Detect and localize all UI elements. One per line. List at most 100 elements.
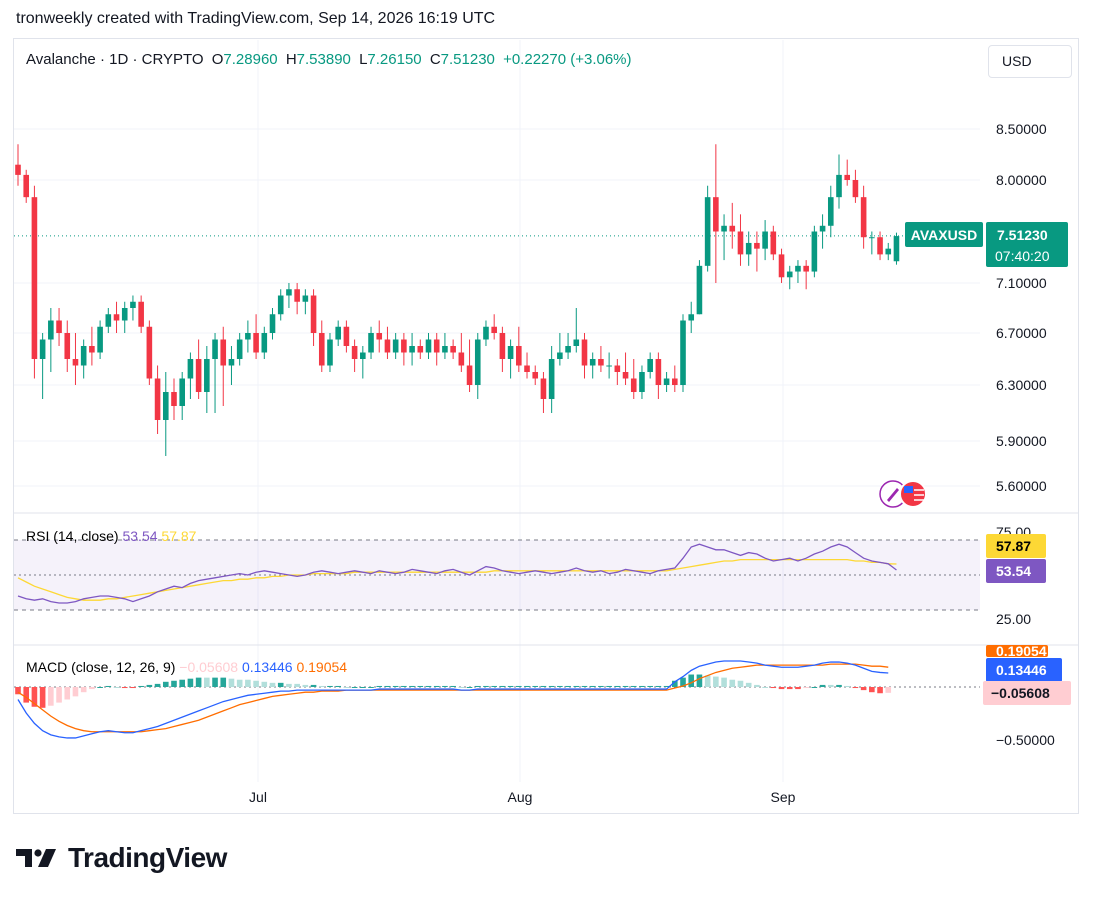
rocket-icon-glyph [887, 488, 899, 502]
macd-histogram-bar [204, 677, 210, 687]
candle-body [729, 225, 736, 232]
macd-histogram-bar [286, 683, 292, 687]
macd-histogram-bar [450, 685, 456, 687]
candle-body [72, 359, 79, 366]
candle-body [236, 339, 243, 359]
candle-body [130, 301, 136, 308]
candle-body [819, 225, 826, 232]
candle-body [606, 365, 612, 367]
price-tick-label: 7.10000 [996, 275, 1047, 291]
close-label: C [429, 51, 441, 68]
symbol-legend: Avalanche · 1D · CRYPTO O7.28960 H7.5389… [26, 51, 636, 68]
candle-body [310, 295, 317, 333]
candle-body [466, 365, 473, 385]
candle-body [277, 295, 284, 315]
macd-histogram-bar [195, 677, 202, 687]
macd-histogram-bar [392, 685, 399, 687]
rsi-tick-label: 25.00 [996, 611, 1031, 627]
macd-histogram-bar [417, 685, 424, 687]
candle-body [762, 231, 768, 249]
candle-body [836, 174, 842, 198]
candle-body [360, 352, 366, 359]
macd-histogram-bar [532, 685, 539, 687]
macd-histogram-bar [31, 687, 38, 707]
macd-histogram-bar [630, 685, 637, 687]
us-flag-icon [899, 480, 927, 508]
tradingview-logo[interactable]: TradingView [16, 842, 227, 874]
candle-body [704, 197, 711, 266]
macd-histogram-bar [162, 681, 169, 687]
candle-body [401, 339, 407, 353]
macd-histogram-bar [581, 685, 588, 687]
candle-body [105, 314, 112, 327]
candle-body [548, 359, 555, 399]
price-tag-countdown: 07:40:20 [995, 248, 1050, 264]
macd-histogram-bar [696, 674, 703, 687]
candle-body [80, 346, 87, 366]
macd-histogram-bar [277, 682, 284, 687]
candle-body [877, 237, 883, 255]
macd-histogram-bar [614, 685, 621, 687]
candle-body [64, 333, 71, 359]
symbol-name[interactable]: Avalanche · 1D · CRYPTO [26, 51, 204, 68]
macd-tag-value: 0.13446 [996, 662, 1047, 678]
macd-histogram-bar [548, 685, 555, 687]
chart-credit: tronweekly created with TradingView.com,… [16, 10, 496, 27]
macd-histogram-bar [23, 687, 30, 703]
macd-histogram-bar [836, 684, 842, 687]
low-label: L [359, 51, 368, 68]
candle-body [860, 197, 867, 238]
macd-histogram-bar [384, 685, 391, 687]
high-label: H [285, 51, 297, 68]
candle-body [778, 254, 785, 278]
candle-body [524, 365, 530, 372]
candle-body [23, 174, 30, 198]
candle-body [737, 231, 744, 255]
macd-histogram-bar [795, 687, 801, 690]
macd-histogram-bar [39, 687, 46, 708]
candle-body [491, 326, 497, 333]
candle-body [540, 378, 547, 399]
candle-body [245, 333, 251, 340]
candle-body [327, 339, 333, 366]
macd-histogram-bar [113, 687, 120, 688]
candle-body [770, 231, 777, 255]
macd-histogram-bar [811, 687, 818, 688]
macd-histogram-bar [335, 685, 341, 687]
macd-histogram-bar [844, 685, 851, 687]
macd-histogram-bar [48, 687, 54, 706]
macd-histogram-bar [474, 685, 481, 687]
macd-histogram-bar [869, 687, 875, 693]
macd-histogram-bar [368, 687, 374, 688]
candle-body [532, 372, 539, 379]
macd-histogram-bar [425, 685, 432, 687]
price-tick-label: 8.00000 [996, 172, 1047, 188]
candle-body [614, 365, 621, 372]
currency-button[interactable]: USD [988, 45, 1072, 78]
rsi-ma-line [17, 558, 897, 601]
candle-body [507, 346, 514, 359]
macd-histogram-bar [269, 682, 276, 687]
symbol-tag-bg [905, 222, 983, 247]
macd-histogram-bar [745, 682, 752, 687]
macd-histogram-bar [360, 687, 366, 688]
macd-signal-legend-value: 0.19054 [296, 659, 347, 675]
macd-histogram-bar [877, 687, 883, 694]
macd-histogram-bar [310, 684, 317, 687]
macd-histogram-bar [442, 685, 448, 687]
candle-body [622, 372, 629, 379]
macd-histogram-bar [401, 685, 407, 687]
candle-body [204, 359, 210, 392]
price-tick-label: 5.60000 [996, 478, 1047, 494]
macd-histogram-bar [327, 685, 333, 687]
price-tick-label: 6.30000 [996, 377, 1047, 393]
candle-body [630, 378, 637, 392]
macd-signal-tag-value: 0.19054 [996, 643, 1047, 659]
candle-body [89, 346, 95, 353]
macd-histogram-bar [146, 684, 153, 687]
macd-histogram-bar [713, 676, 719, 687]
macd-histogram-bar [639, 685, 645, 687]
rsi-ma-tag-bg [986, 534, 1046, 558]
candle-body [557, 352, 563, 359]
